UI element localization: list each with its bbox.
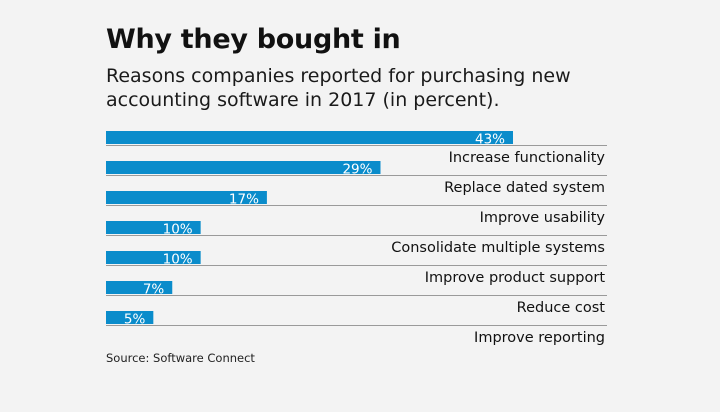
bar (106, 191, 267, 204)
bar-value-label: 10% (163, 252, 193, 268)
category-label: Reduce cost (517, 300, 606, 316)
bar (106, 131, 513, 144)
bar (106, 251, 201, 264)
category-label: Increase functionality (449, 150, 606, 166)
bar (106, 221, 201, 234)
bar-value-label: 29% (342, 162, 372, 178)
category-label: Improve product support (425, 270, 606, 286)
chart-subtitle: Reasons companies reported for purchasin… (106, 65, 571, 111)
category-label: Replace dated system (444, 180, 605, 196)
bar-value-label: 7% (143, 282, 165, 298)
chart-title: Why they bought in (106, 24, 401, 55)
bar (106, 281, 173, 294)
bar (106, 161, 381, 174)
category-label: Improve reporting (474, 330, 605, 346)
category-label: Consolidate multiple systems (391, 240, 605, 256)
category-label: Improve usability (480, 210, 606, 226)
bar-value-label: 43% (475, 132, 505, 148)
bar (106, 311, 154, 324)
bar-value-label: 10% (163, 222, 193, 238)
bar-value-label: 17% (229, 192, 259, 208)
source-note: Source: Software Connect (106, 351, 255, 365)
bar-value-label: 5% (124, 312, 146, 328)
